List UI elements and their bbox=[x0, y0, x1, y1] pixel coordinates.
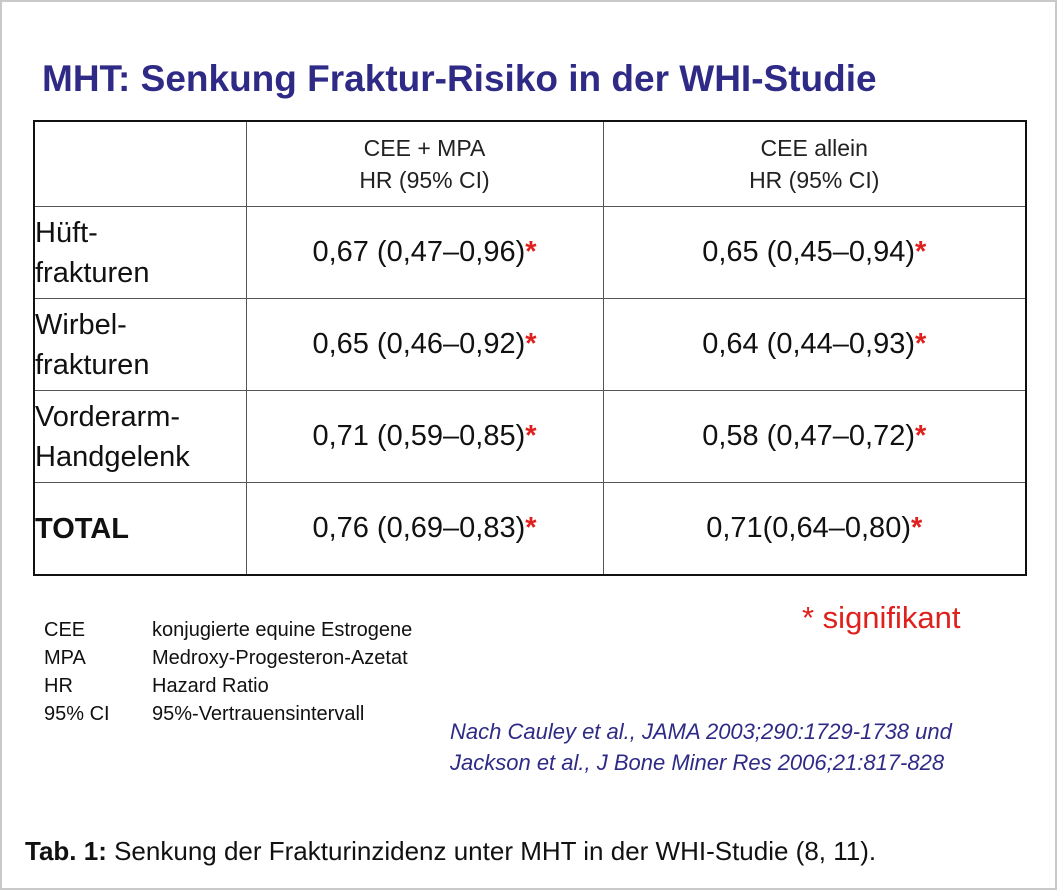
row-label: Vorderarm- Handgelenk bbox=[33, 390, 247, 484]
abbreviation-item: 95% CI 95%-Vertrauensintervall bbox=[44, 700, 412, 728]
row-label-line: Vorderarm- bbox=[35, 400, 181, 433]
row-label-line: frakturen bbox=[35, 348, 150, 381]
table-total-row: TOTAL 0,76 (0,69–0,83)* 0,71(0,64–0,80)* bbox=[33, 482, 1027, 576]
table-row: Vorderarm- Handgelenk 0,71 (0,59–0,85)* … bbox=[33, 390, 1027, 484]
source-citation: Nach Cauley et al., JAMA 2003;290:1729-1… bbox=[450, 716, 952, 778]
column-header-cee-alone: CEE allein HR (95% CI) bbox=[602, 120, 1027, 208]
significance-star: * bbox=[915, 328, 927, 361]
table-cell: 0,67 (0,47–0,96)* bbox=[245, 206, 604, 300]
abbreviation-item: CEE konjugierte equine Estrogene bbox=[44, 616, 412, 644]
table-cell: 0,58 (0,47–0,72)* bbox=[602, 390, 1027, 484]
significance-star: * bbox=[910, 512, 923, 545]
hr-value: 0,67 (0,47–0,96) bbox=[312, 236, 526, 269]
row-label-line: TOTAL bbox=[35, 512, 129, 545]
table-cell: 0,65 (0,45–0,94)* bbox=[602, 206, 1027, 300]
table-row: Wirbel- frakturen 0,65 (0,46–0,92)* 0,64… bbox=[33, 298, 1027, 392]
table-cell: 0,71(0,64–0,80)* bbox=[602, 482, 1027, 576]
hr-value: 0,71(0,64–0,80) bbox=[706, 512, 911, 545]
significance-star: * bbox=[525, 236, 537, 269]
abbreviation-meaning: Hazard Ratio bbox=[152, 675, 269, 697]
slide-title: MHT: Senkung Fraktur-Risiko in der WHI-S… bbox=[42, 58, 877, 99]
abbreviation-term: MPA bbox=[44, 647, 86, 669]
column-header-line: CEE + MPA bbox=[363, 135, 486, 162]
row-label-line: Handgelenk bbox=[35, 440, 190, 473]
significance-star: * bbox=[915, 236, 927, 269]
abbreviation-list: CEE konjugierte equine Estrogene MPA Medro… bbox=[44, 616, 412, 728]
abbreviation-item: MPA Medroxy-Progesteron-Azetat bbox=[44, 644, 412, 672]
header-empty-cell bbox=[33, 120, 247, 208]
table-cell: 0,64 (0,44–0,93)* bbox=[602, 298, 1027, 392]
table-row: Hüft- frakturen 0,67 (0,47–0,96)* 0,65 (… bbox=[33, 206, 1027, 300]
row-label: Wirbel- frakturen bbox=[33, 298, 247, 392]
figure-caption: Tab. 1: Senkung der Frakturinzidenz unte… bbox=[25, 836, 876, 867]
abbreviation-meaning: 95%-Vertrauensintervall bbox=[152, 703, 365, 725]
hr-value: 0,65 (0,46–0,92) bbox=[312, 328, 526, 361]
abbreviation-meaning: konjugierte equine Estrogene bbox=[152, 619, 413, 641]
significance-star: * bbox=[525, 512, 537, 545]
row-label-line: frakturen bbox=[35, 256, 150, 289]
row-label-line: Wirbel- bbox=[35, 308, 127, 341]
table-cell: 0,76 (0,69–0,83)* bbox=[245, 482, 604, 576]
abbreviation-item: HR Hazard Ratio bbox=[44, 672, 412, 700]
abbreviation-meaning: Medroxy-Progesteron-Azetat bbox=[152, 647, 408, 669]
table-cell: 0,65 (0,46–0,92)* bbox=[245, 298, 604, 392]
table-cell: 0,71 (0,59–0,85)* bbox=[245, 390, 604, 484]
column-header-line: HR (95% CI) bbox=[749, 167, 880, 194]
row-label-line: Hüft- bbox=[35, 216, 98, 249]
column-header-line: CEE allein bbox=[760, 135, 868, 162]
caption-text: Senkung der Frakturinzidenz unter MHT in… bbox=[114, 836, 877, 866]
abbreviation-term: HR bbox=[44, 675, 73, 697]
source-line: Jackson et al., J Bone Miner Res 2006;21… bbox=[450, 750, 945, 775]
hr-value: 0,58 (0,47–0,72) bbox=[702, 420, 916, 453]
caption-label: Tab. 1: bbox=[25, 836, 107, 866]
table-header-row: CEE + MPA HR (95% CI) CEE allein HR (95%… bbox=[33, 120, 1027, 208]
hr-value: 0,64 (0,44–0,93) bbox=[702, 328, 916, 361]
row-label: Hüft- frakturen bbox=[33, 206, 247, 300]
source-line: Nach Cauley et al., JAMA 2003;290:1729-1… bbox=[450, 719, 952, 744]
row-label-total: TOTAL bbox=[33, 482, 247, 576]
abbreviation-term: CEE bbox=[44, 619, 86, 641]
column-header-cee-mpa: CEE + MPA HR (95% CI) bbox=[245, 120, 604, 208]
hr-value: 0,65 (0,45–0,94) bbox=[702, 236, 916, 269]
hr-value: 0,76 (0,69–0,83) bbox=[312, 512, 526, 545]
hr-value: 0,71 (0,59–0,85) bbox=[312, 420, 526, 453]
fracture-risk-table: CEE + MPA HR (95% CI) CEE allein HR (95%… bbox=[33, 120, 1027, 576]
significance-legend: * signifikant bbox=[802, 600, 961, 635]
abbreviation-term: 95% CI bbox=[44, 703, 110, 725]
significance-star: * bbox=[525, 328, 537, 361]
significance-star: * bbox=[915, 420, 927, 453]
significance-star: * bbox=[525, 420, 537, 453]
column-header-line: HR (95% CI) bbox=[359, 167, 490, 194]
